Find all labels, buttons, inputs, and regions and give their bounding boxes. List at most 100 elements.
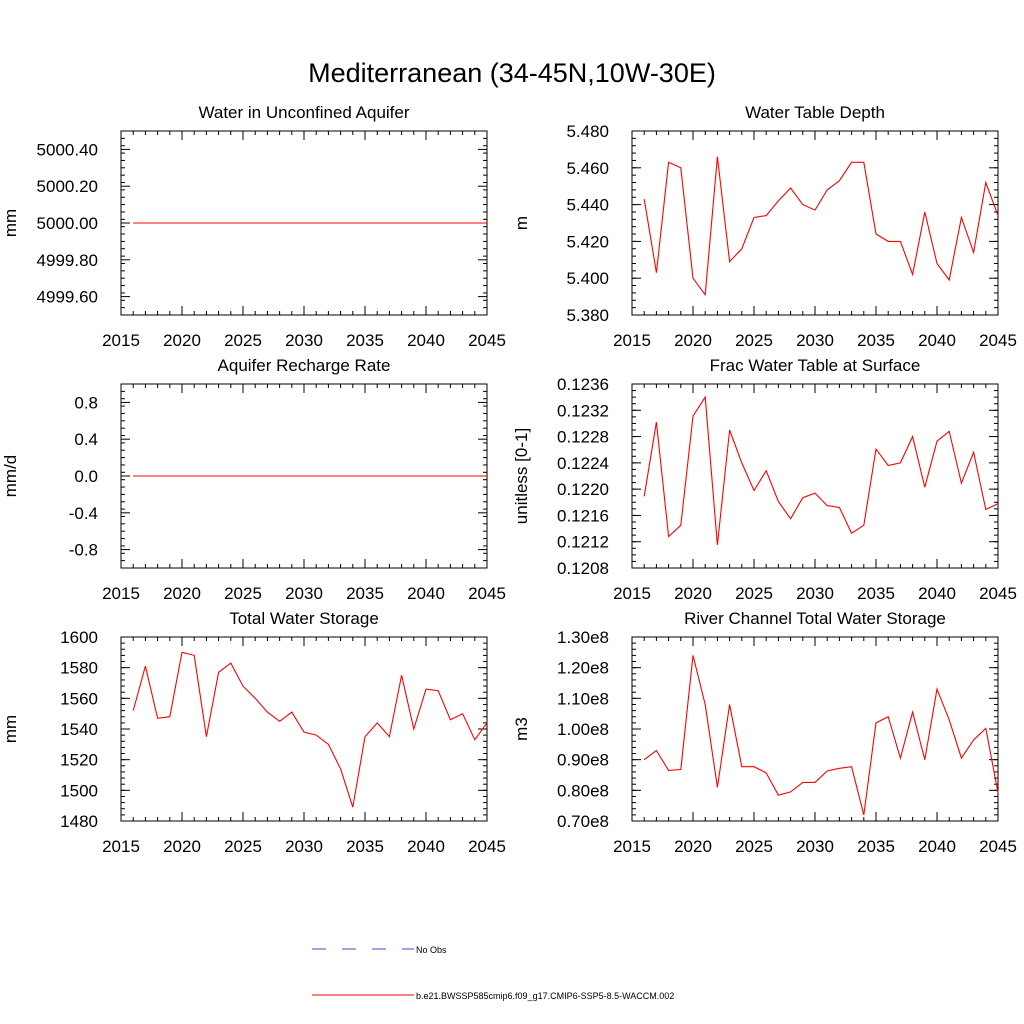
- x-tick-label: 2020: [163, 584, 201, 603]
- x-tick-label: 2040: [407, 837, 445, 856]
- y-tick-label: 0.8: [74, 393, 98, 412]
- y-tick-label: 0.70e8: [557, 812, 609, 831]
- x-tick-label: 2040: [918, 837, 956, 856]
- x-tick-label: 2035: [346, 837, 384, 856]
- y-tick-label: 0.80e8: [557, 781, 609, 800]
- x-tick-label: 2045: [468, 837, 506, 856]
- x-tick-label: 2020: [674, 584, 712, 603]
- x-tick-label: 2045: [979, 837, 1017, 856]
- y-axis-label: mm: [1, 209, 20, 237]
- panel-title: Water in Unconfined Aquifer: [198, 103, 409, 122]
- legend: No Obs b.e21.BWSSP585cmip6.f09_g17.CMIP6…: [312, 945, 674, 1001]
- y-tick-label: 5000.00: [37, 214, 98, 233]
- x-tick-label: 2035: [857, 584, 895, 603]
- y-tick-label: 5000.40: [37, 140, 98, 159]
- x-tick-label: 2030: [285, 584, 323, 603]
- chart-panel: Aquifer Recharge Rate 2015 2020 2025 2030 203…: [1, 356, 506, 603]
- y-tick-label: 1480: [60, 812, 98, 831]
- y-axis-label: mm: [1, 715, 20, 743]
- y-tick-label: 1600: [60, 628, 98, 647]
- chart-panel: Water in Unconfined Aquifer 2015 2020 2025 2…: [1, 103, 506, 350]
- y-tick-label: 1.10e8: [557, 689, 609, 708]
- x-tick-label: 2035: [346, 331, 384, 350]
- x-tick-label: 2040: [918, 331, 956, 350]
- y-tick-label: 0.1216: [557, 506, 609, 525]
- chart-panel: Water Table Depth 2015 2020 2025 2030 2035 204…: [512, 103, 1017, 350]
- plot-frame: [631, 636, 999, 822]
- y-tick-label: 0.1212: [557, 533, 609, 552]
- y-tick-label: -0.4: [69, 504, 98, 523]
- y-tick-label: 1560: [60, 689, 98, 708]
- y-tick-label: 0.1236: [557, 375, 609, 394]
- series-line: [643, 395, 999, 546]
- x-tick-label: 2040: [407, 584, 445, 603]
- x-tick-label: 2020: [674, 331, 712, 350]
- legend-label-model-run: b.e21.BWSSP585cmip6.f09_g17.CMIP6-SSP5-8…: [416, 991, 674, 1001]
- series-line: [643, 655, 999, 816]
- y-tick-label: 1540: [60, 720, 98, 739]
- y-tick-label: 4999.80: [37, 251, 98, 270]
- chart-panel: Frac Water Table at Surface 2015 2020 2025 2…: [512, 356, 1017, 603]
- y-tick-label: 0.1228: [557, 428, 609, 447]
- y-axis-label: m: [512, 216, 531, 230]
- legend-label-no-obs: No Obs: [416, 945, 447, 955]
- y-tick-label: 0.0: [74, 467, 98, 486]
- panel-title: Aquifer Recharge Rate: [218, 356, 391, 375]
- x-tick-label: 2045: [979, 331, 1017, 350]
- x-tick-label: 2025: [735, 584, 773, 603]
- x-tick-label: 2015: [613, 837, 651, 856]
- y-tick-label: 5.480: [566, 122, 609, 141]
- x-tick-label: 2040: [918, 584, 956, 603]
- figure-title: Mediterranean (34-45N,10W-30E): [308, 58, 716, 88]
- y-axis-label: unitless [0-1]: [512, 428, 531, 524]
- legend-entry-model-run: b.e21.BWSSP585cmip6.f09_g17.CMIP6-SSP5-8…: [312, 991, 674, 1001]
- x-tick-label: 2045: [468, 331, 506, 350]
- x-tick-label: 2040: [407, 331, 445, 350]
- panel-title: Frac Water Table at Surface: [710, 356, 921, 375]
- y-tick-label: 0.1208: [557, 559, 609, 578]
- x-tick-label: 2025: [735, 837, 773, 856]
- y-tick-label: 1.30e8: [557, 628, 609, 647]
- y-tick-label: 1.20e8: [557, 659, 609, 678]
- series-line: [132, 651, 488, 808]
- y-tick-label: 1500: [60, 781, 98, 800]
- plot-frame: [120, 636, 488, 822]
- x-tick-label: 2015: [102, 331, 140, 350]
- y-tick-label: 5.400: [566, 269, 609, 288]
- x-tick-label: 2030: [796, 584, 834, 603]
- x-tick-label: 2030: [796, 837, 834, 856]
- x-tick-label: 2045: [468, 584, 506, 603]
- x-tick-label: 2030: [285, 837, 323, 856]
- x-tick-label: 2030: [796, 331, 834, 350]
- y-tick-label: 5.440: [566, 196, 609, 215]
- y-tick-label: 5000.20: [37, 177, 98, 196]
- y-tick-label: 5.380: [566, 306, 609, 325]
- y-tick-label: 1580: [60, 659, 98, 678]
- y-axis-label: m3: [512, 717, 531, 741]
- plot-frame: [631, 383, 999, 569]
- y-tick-label: 5.420: [566, 232, 609, 251]
- series-line: [643, 156, 999, 297]
- y-tick-label: 1.00e8: [557, 720, 609, 739]
- x-tick-label: 2035: [346, 584, 384, 603]
- y-tick-label: 0.1224: [557, 454, 609, 473]
- y-tick-label: 0.1232: [557, 401, 609, 420]
- chart-panel: Total Water Storage 2015 2020 2025 2030 2035 2…: [1, 609, 506, 856]
- x-tick-label: 2030: [285, 331, 323, 350]
- x-tick-label: 2015: [102, 584, 140, 603]
- y-axis-label: mm/d: [1, 455, 20, 498]
- x-tick-label: 2015: [613, 331, 651, 350]
- y-tick-label: 5.460: [566, 159, 609, 178]
- y-tick-label: 0.1220: [557, 480, 609, 499]
- panel-title: Water Table Depth: [745, 103, 885, 122]
- x-tick-label: 2025: [735, 331, 773, 350]
- panel-title: River Channel Total Water Storage: [684, 609, 946, 628]
- x-tick-label: 2015: [613, 584, 651, 603]
- x-tick-label: 2025: [224, 837, 262, 856]
- y-tick-label: 0.4: [74, 430, 98, 449]
- legend-entry-no-obs: No Obs: [312, 945, 447, 955]
- x-tick-label: 2020: [674, 837, 712, 856]
- x-tick-label: 2025: [224, 584, 262, 603]
- panel-title: Total Water Storage: [229, 609, 379, 628]
